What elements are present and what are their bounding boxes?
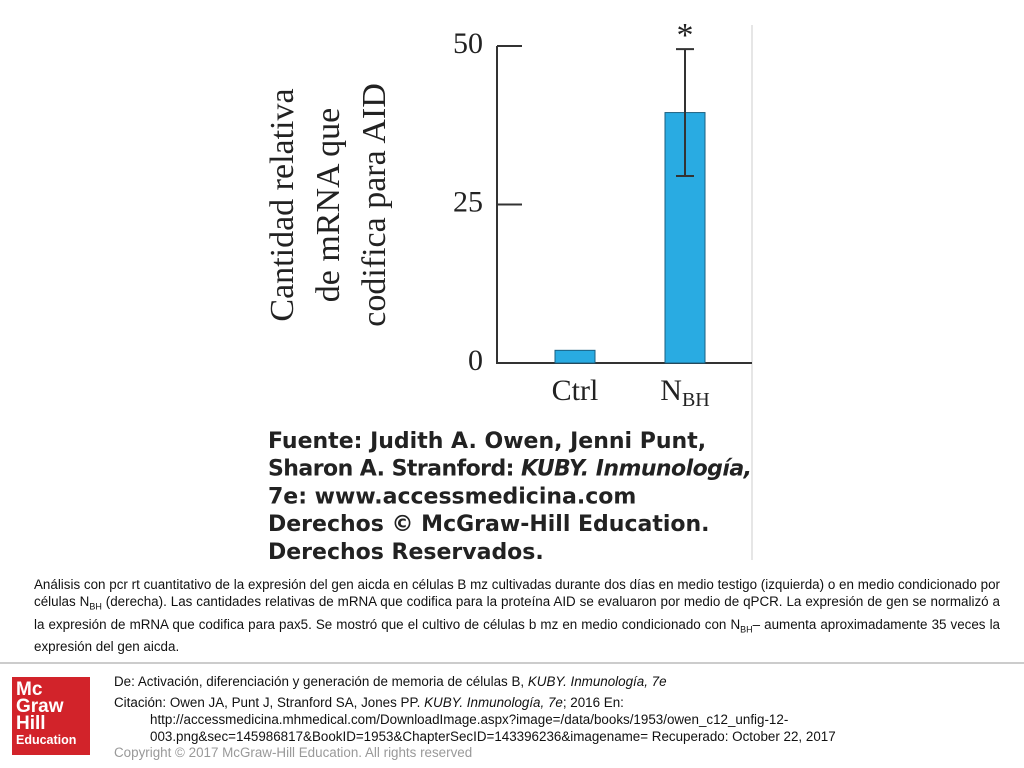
y-tick-label: 50 bbox=[453, 27, 483, 60]
source-line: De: Activación, diferenciación y generac… bbox=[114, 674, 667, 689]
y-tick-label: 25 bbox=[453, 185, 483, 218]
logo-text: Hill bbox=[16, 713, 46, 734]
x-tick-label: Ctrl bbox=[552, 374, 599, 407]
category-name: N bbox=[660, 374, 682, 407]
x-tick-label: NBH bbox=[660, 374, 709, 411]
text-run: ; 2016 En: bbox=[562, 695, 624, 710]
text-run: KUBY. Inmunología, 7e bbox=[527, 674, 667, 689]
text-run: 003.png&sec=145986817&BookID=1953&Chapte… bbox=[150, 729, 836, 744]
y-axis-label: codifica para AID bbox=[356, 83, 393, 327]
y-tick-label: 0 bbox=[468, 344, 483, 377]
source-line: 7e: www.accessmedicina.com bbox=[268, 484, 636, 509]
citation: Citación: Owen JA, Punt J, Stranford SA,… bbox=[114, 695, 624, 710]
text-run: De: Activación, diferenciación y generac… bbox=[114, 674, 528, 689]
category-subscript: BH bbox=[682, 389, 710, 411]
source-line: Fuente: Judith A. Owen, Jenni Punt, bbox=[268, 429, 706, 454]
category-name: Ctrl bbox=[552, 374, 599, 407]
logo-text: Education bbox=[16, 733, 77, 747]
source-line: Derechos © McGraw-Hill Education. bbox=[268, 512, 710, 537]
chart: Cantidad relativa de mRNA que codifica par… bbox=[264, 17, 753, 565]
bar bbox=[554, 349, 596, 364]
text-run: (derecha). Las cantidades relativas de m… bbox=[34, 594, 1000, 632]
text-run: BH bbox=[89, 601, 102, 612]
separator bbox=[0, 662, 1024, 664]
text-run: 7e: www.accessmedicina.com bbox=[268, 484, 636, 509]
text-run: Derechos Reservados. bbox=[268, 540, 544, 565]
text-run: BH bbox=[740, 624, 753, 635]
logo-text: Mc bbox=[16, 679, 43, 700]
annotation: * bbox=[677, 17, 694, 54]
text-run: Sharon A. Stranford: bbox=[268, 457, 522, 482]
text-run: Citación: Owen JA, Punt J, Stranford SA,… bbox=[114, 695, 425, 710]
url: 003.png&sec=145986817&BookID=1953&Chapte… bbox=[150, 729, 836, 744]
text-run: Derechos © McGraw-Hill Education. bbox=[268, 512, 710, 537]
logo-text: Graw bbox=[16, 696, 64, 717]
text-run: Copyright © 2017 McGraw-Hill Education. … bbox=[114, 745, 473, 760]
y-axis-label: Cantidad relativa bbox=[264, 88, 301, 321]
text-run: Fuente: Judith A. Owen, Jenni Punt, bbox=[268, 429, 706, 454]
text-run: KUBY. Inmunología, 7e bbox=[424, 695, 563, 710]
source-line: Sharon A. Stranford: KUBY. Inmunología, bbox=[268, 457, 752, 482]
y-axis-label: de mRNA que bbox=[310, 108, 347, 303]
copyright: Copyright © 2017 McGraw-Hill Education. … bbox=[114, 745, 472, 760]
text-run: – aumenta aproximadamente 35 veces la ex… bbox=[34, 616, 1000, 655]
source-line: Derechos Reservados. bbox=[268, 540, 544, 565]
text-run: http://accessmedicina.mhmedical.com/Down… bbox=[150, 712, 789, 727]
text-run: Análisis con pcr rt cuantitativo de la e… bbox=[34, 577, 1000, 609]
logo: Mc Graw Hill Education bbox=[12, 677, 90, 755]
caption: Análisis con pcr rt cuantitativo de la e… bbox=[34, 576, 1000, 655]
text-run: KUBY. Inmunología, bbox=[521, 457, 752, 482]
url: http://accessmedicina.mhmedical.com/Down… bbox=[150, 712, 788, 727]
